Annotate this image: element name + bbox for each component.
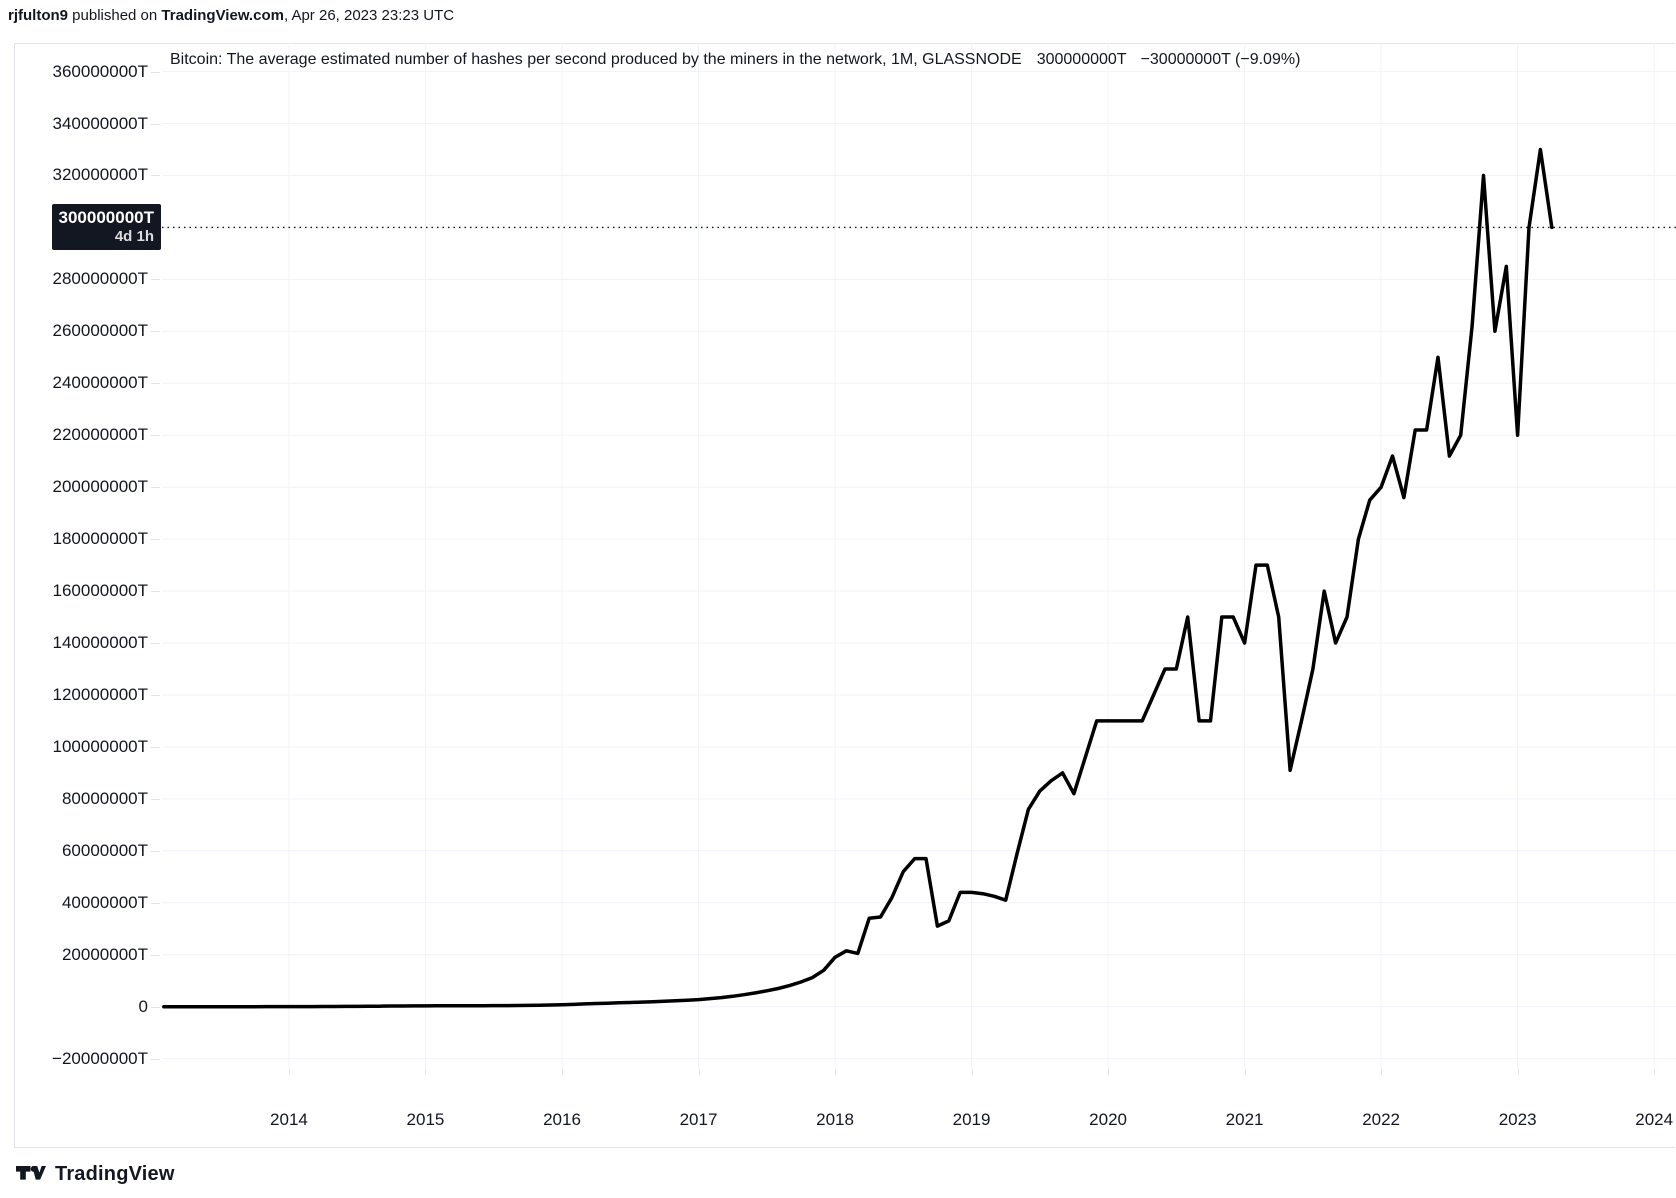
attribution: rjfulton9 published on TradingView.com, … — [8, 7, 454, 24]
y-axis-tick-label[interactable]: 340000000T — [52, 113, 148, 133]
y-axis-tick-mark — [151, 539, 160, 541]
x-axis-tick-label[interactable]: 2020 — [1089, 1110, 1127, 1129]
x-axis-tick-mark — [1654, 1069, 1656, 1075]
x-axis-tick-label[interactable]: 2022 — [1362, 1110, 1401, 1129]
y-axis-tick-label[interactable]: 180000000T — [52, 529, 148, 549]
attribution-site-link[interactable]: TradingView.com — [161, 7, 284, 24]
y-axis-tick-mark — [151, 591, 160, 593]
x-axis-tick-mark — [698, 1069, 700, 1075]
attribution-published-on: published on — [68, 7, 162, 24]
x-axis-tick-label[interactable]: 2021 — [1225, 1110, 1264, 1129]
y-axis-tick-mark — [151, 487, 160, 489]
y-axis-tick-label[interactable]: 160000000T — [52, 581, 148, 601]
y-axis-tick-mark — [151, 175, 160, 177]
y-axis-tick-label[interactable]: 20000000T — [61, 944, 148, 964]
y-axis-tick-label[interactable]: 280000000T — [52, 269, 148, 289]
y-axis-tick-mark — [151, 643, 160, 644]
x-axis-tick-mark — [425, 1069, 427, 1075]
last-price-value: 300000000T — [58, 208, 154, 228]
y-axis-tick-label[interactable]: 140000000T — [52, 633, 148, 652]
legend-change: −30000000T (−9.09%) — [1140, 51, 1301, 68]
y-axis-tick-label[interactable]: 60000000T — [61, 840, 148, 860]
tradingview-logo-icon — [16, 1165, 46, 1180]
last-price-axis-label: 300000000T 4d 1h — [52, 204, 161, 251]
x-axis-tick-label[interactable]: 2015 — [406, 1110, 445, 1129]
attribution-datetime: , Apr 26, 2023 23:23 UTC — [283, 7, 455, 24]
y-axis-tick-mark — [151, 71, 160, 73]
x-axis-tick-label[interactable]: 2018 — [816, 1110, 854, 1129]
y-axis-tick-mark — [151, 694, 160, 696]
y-axis-tick-mark — [151, 798, 160, 800]
tradingview-logo[interactable]: TradingView — [16, 1163, 175, 1186]
y-axis-tick-mark — [151, 279, 160, 281]
y-axis-tick-mark — [151, 123, 160, 125]
chart-legend[interactable]: Bitcoin: The average estimated number of… — [170, 51, 1300, 69]
hash-rate-series-line — [162, 147, 1554, 1009]
y-axis-tick-label[interactable]: 120000000T — [52, 684, 148, 704]
y-axis-tick-mark — [151, 746, 160, 748]
y-axis-tick-mark — [151, 1058, 160, 1060]
tradingview-logo-text: TradingView — [55, 1163, 175, 1185]
price-chart-canvas[interactable] — [162, 43, 1676, 1069]
x-axis-tick-label[interactable]: 2019 — [952, 1110, 991, 1129]
y-axis-tick-label[interactable]: 0 — [138, 996, 148, 1016]
symbol-description[interactable]: Bitcoin: The average estimated number of… — [170, 51, 1022, 68]
x-axis-tick-label[interactable]: 2023 — [1498, 1110, 1537, 1129]
y-axis-tick-label[interactable]: 80000000T — [61, 788, 148, 808]
y-axis-tick-label[interactable]: 220000000T — [52, 425, 148, 445]
price-chart-plot-area[interactable] — [162, 43, 1676, 1069]
x-axis-tick-mark — [288, 1069, 290, 1075]
y-axis-tick-label[interactable]: 360000000T — [52, 61, 148, 81]
y-axis-tick-label[interactable]: 200000000T — [52, 477, 148, 497]
x-axis-tick-mark — [1517, 1069, 1519, 1075]
bar-close-countdown: 4d 1h — [114, 228, 154, 246]
x-axis-tick-mark — [971, 1069, 973, 1075]
y-axis-tick-label[interactable]: 240000000T — [52, 373, 148, 393]
y-axis-tick-mark — [151, 902, 160, 904]
y-axis-tick-mark — [151, 954, 160, 956]
x-axis-tick-label[interactable]: 2017 — [679, 1110, 718, 1129]
x-axis-tick-mark — [562, 1069, 563, 1075]
x-axis-tick-mark — [1108, 1069, 1110, 1075]
y-axis-tick-label[interactable]: 100000000T — [52, 736, 148, 756]
x-axis-tick-mark — [1244, 1069, 1246, 1075]
y-axis-tick-mark — [151, 1006, 160, 1008]
y-axis-tick-mark — [151, 331, 160, 333]
y-axis-tick-label[interactable]: −20000000T — [52, 1048, 148, 1068]
y-axis-tick-mark — [151, 383, 160, 385]
x-axis-tick-label[interactable]: 2024 — [1635, 1110, 1674, 1129]
x-axis-tick-mark — [835, 1069, 837, 1075]
x-axis-tick-label[interactable]: 2014 — [270, 1110, 308, 1129]
legend-last-value: 300000000T — [1036, 51, 1127, 68]
y-axis-tick-mark — [151, 435, 160, 437]
y-axis-tick-label[interactable]: 260000000T — [52, 321, 148, 341]
y-axis-tick-mark — [151, 850, 160, 852]
x-axis-tick-label[interactable]: 2016 — [543, 1110, 581, 1129]
x-axis-tick-mark — [1381, 1069, 1383, 1075]
y-axis-tick-label[interactable]: 320000000T — [52, 165, 148, 185]
attribution-username: rjfulton9 — [8, 7, 68, 24]
y-axis-tick-label[interactable]: 40000000T — [61, 892, 148, 912]
